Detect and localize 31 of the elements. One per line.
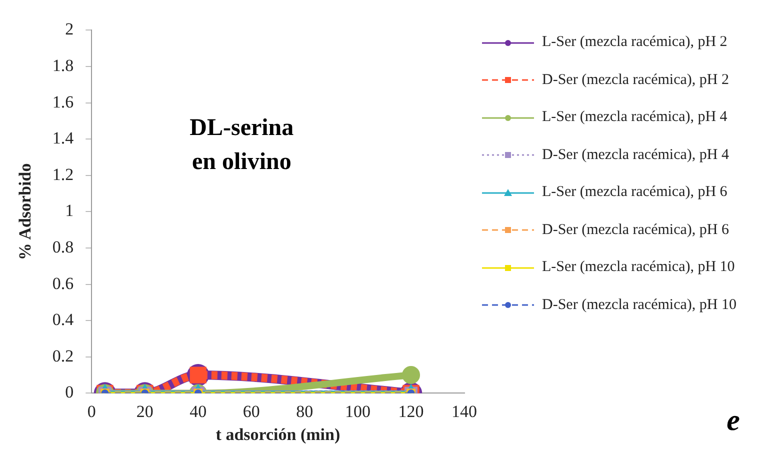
x-tick-label: 80: [296, 402, 314, 421]
x-tick-label: 140: [452, 402, 477, 421]
x-axis-title: t adsorción (min): [216, 425, 340, 444]
y-tick-label: 0: [65, 382, 74, 402]
legend-label: D-Ser (mezcla racémica), pH 4: [542, 146, 729, 164]
legend-label: D-Ser (mezcla racémica), pH 10: [542, 296, 736, 314]
x-tick-label: 40: [190, 402, 207, 421]
legend-label: D-Ser (mezcla racémica), pH 2: [542, 72, 729, 89]
x-tick-label: 60: [242, 402, 260, 421]
x-tick-label: 100: [345, 402, 371, 421]
x-tick-label: 20: [136, 402, 154, 421]
y-tick-label: 0.2: [52, 346, 74, 366]
y-tick-label: 0.6: [52, 274, 74, 293]
legend-label: L-Ser (mezcla racémica), pH 10: [542, 259, 735, 276]
y-tick-label: 1.8: [52, 56, 74, 75]
y-tick-label: 1: [65, 201, 74, 220]
y-tick-label: 2: [65, 20, 74, 39]
y-tick-label: 0.4: [52, 310, 74, 330]
y-tick-label: 1.4: [52, 128, 74, 148]
legend-label: L-Ser (mezcla racémica), pH 2: [542, 34, 728, 52]
x-tick-label: 0: [87, 402, 96, 421]
legend-label: L-Ser (mezcla racémica), pH 4: [542, 109, 728, 126]
legend-label: L-Ser (mezcla racémica), pH 6: [542, 184, 728, 202]
y-axis-title: % Adsorbido: [16, 163, 35, 260]
x-tick-label: 120: [398, 402, 424, 421]
text: e: [726, 404, 740, 438]
y-tick-label: 0.8: [52, 237, 74, 256]
legend-label: D-Ser (mezcla racémica), pH 6: [542, 222, 729, 239]
annotation: DL-serina en olivino: [190, 115, 294, 176]
y-tick-label: 1.2: [52, 164, 74, 184]
y-tick-label: 1.6: [52, 92, 74, 112]
